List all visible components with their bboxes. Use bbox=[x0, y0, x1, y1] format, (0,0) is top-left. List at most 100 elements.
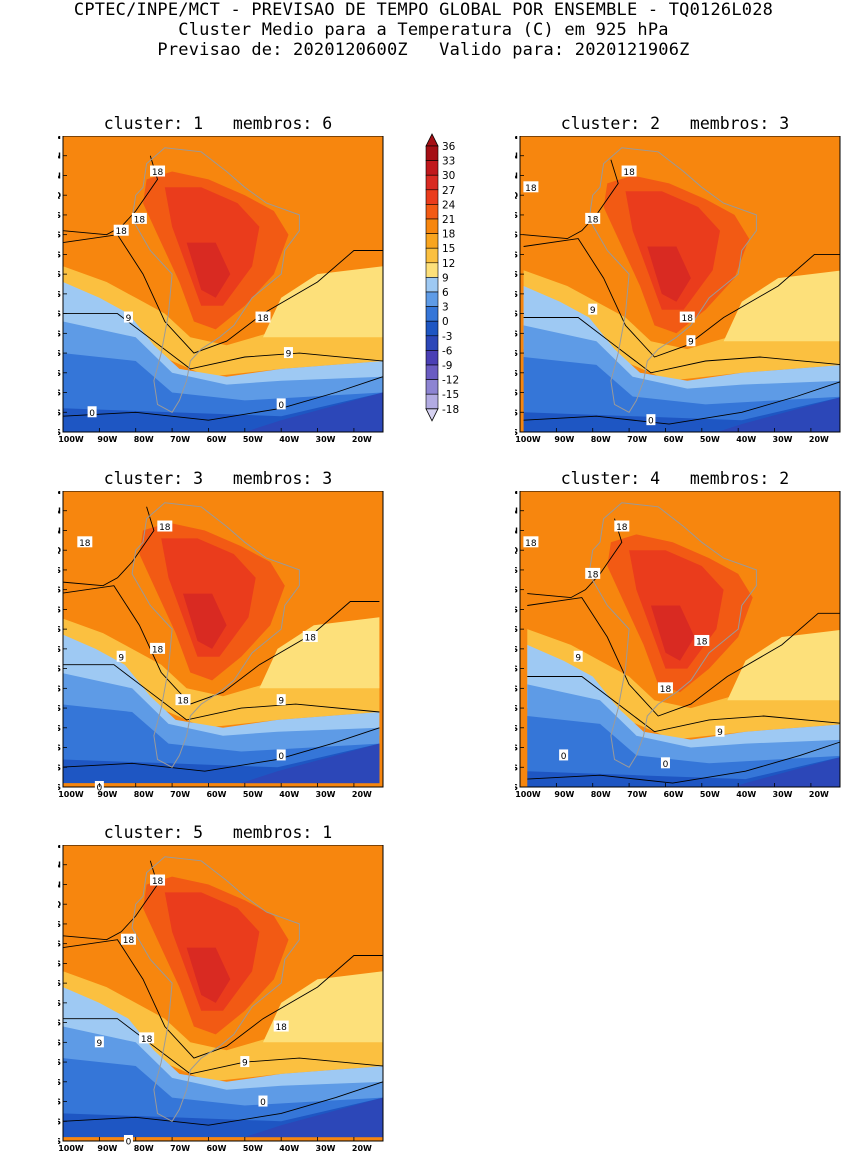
lat-tick-label: 60S bbox=[58, 428, 61, 437]
lon-tick-label: 60W bbox=[663, 435, 683, 444]
contour-label: 18 bbox=[152, 645, 164, 655]
lat-tick-label: 10N bbox=[58, 861, 61, 870]
temperature-band bbox=[647, 246, 691, 302]
contour-label-bg bbox=[150, 165, 166, 177]
lat-tick-label: 5N bbox=[58, 171, 61, 180]
isotherm-line bbox=[63, 1018, 383, 1075]
map-plot: 18 18 18 18 18 9 9 0 0 15N 10N 5N EQ 5S 10S 15S 20S 25S 30… bbox=[515, 491, 841, 799]
lat-tick-label: 60S bbox=[58, 783, 61, 792]
lat-tick-label: 50S bbox=[58, 389, 61, 398]
contour-label-bg bbox=[276, 749, 286, 761]
contour-label: 18 bbox=[623, 168, 635, 178]
temperature-band bbox=[63, 704, 380, 776]
contour-label: 9 bbox=[688, 338, 694, 348]
isotherm-line bbox=[63, 727, 380, 772]
contour-label: 9 bbox=[126, 314, 132, 324]
lon-tick-label: 70W bbox=[170, 1144, 190, 1153]
colorbar-segment bbox=[425, 306, 439, 322]
lat-tick-label: 20S bbox=[515, 270, 518, 279]
lat-tick-label: 40S bbox=[515, 704, 518, 713]
lon-tick-label: 60W bbox=[663, 790, 683, 799]
lat-tick-label: 20S bbox=[515, 625, 518, 634]
temperature-band bbox=[183, 593, 227, 649]
lon-tick-label: 90W bbox=[554, 435, 574, 444]
lon-tick-label: 80W bbox=[591, 790, 611, 799]
colorbar-segment bbox=[425, 174, 439, 191]
colorbar-segment bbox=[425, 145, 439, 161]
colorbar-segment bbox=[425, 233, 439, 249]
map-panel-cluster-4: cluster: 4 membros: 2 1818181818990015N1… bbox=[515, 469, 845, 811]
colorbar-label: -15 bbox=[442, 389, 459, 401]
lat-tick-label: 15N bbox=[58, 491, 61, 496]
lat-tick-label: 60S bbox=[58, 1137, 61, 1146]
lon-tick-label: 70W bbox=[170, 435, 190, 444]
lat-tick-label: 50S bbox=[58, 744, 61, 753]
colorbar-label: 21 bbox=[442, 214, 455, 226]
contour-label: 18 bbox=[257, 314, 269, 324]
lat-tick-label: 40S bbox=[58, 349, 61, 358]
lat-tick-label: 45S bbox=[515, 724, 518, 733]
contour-label: 18 bbox=[696, 637, 708, 647]
lat-tick-label: 25S bbox=[58, 999, 61, 1008]
temperature-band bbox=[650, 605, 695, 661]
contour-label: 18 bbox=[305, 634, 317, 644]
lon-tick-label: 30W bbox=[316, 790, 336, 799]
contour-label-bg bbox=[621, 165, 637, 177]
contour-label: 0 bbox=[561, 752, 567, 762]
lat-tick-label: 55S bbox=[515, 763, 518, 772]
colorbar-segment bbox=[425, 277, 439, 293]
contour-label-bg bbox=[94, 1036, 104, 1048]
map-frame bbox=[62, 845, 384, 1142]
isotherm-line bbox=[63, 234, 383, 354]
lon-tick-label: 20W bbox=[352, 790, 372, 799]
colorbar-label: -6 bbox=[442, 345, 453, 357]
contour-label-bg bbox=[113, 224, 129, 236]
lat-tick-label: 15S bbox=[58, 250, 61, 259]
lon-tick-label: 70W bbox=[170, 790, 190, 799]
lat-tick-label: 45S bbox=[58, 369, 61, 378]
colorbar-arrow-top bbox=[425, 133, 439, 147]
lat-tick-label: 30S bbox=[515, 665, 518, 674]
contour-label-bg bbox=[157, 520, 173, 532]
lat-tick-label: 60S bbox=[515, 783, 518, 792]
contour-label-bg bbox=[116, 650, 126, 662]
lon-tick-label: 40W bbox=[736, 435, 756, 444]
contour-label-bg bbox=[573, 650, 583, 662]
contour-label: 18 bbox=[123, 936, 135, 946]
contour-label-bg bbox=[273, 1020, 289, 1032]
contour-label-bg bbox=[120, 933, 136, 945]
contour-label-bg bbox=[523, 181, 539, 193]
contour-label-bg bbox=[123, 311, 133, 323]
lat-tick-label: EQ bbox=[515, 546, 518, 555]
map-frame bbox=[62, 491, 384, 788]
lat-tick-label: 15S bbox=[515, 250, 518, 259]
contour-label: 18 bbox=[79, 539, 91, 549]
lon-tick-label: 20W bbox=[352, 435, 372, 444]
lat-tick-label: 15S bbox=[58, 605, 61, 614]
contour-label: 0 bbox=[648, 417, 654, 427]
colorbar-segment bbox=[425, 204, 439, 220]
lat-tick-label: 15N bbox=[58, 845, 61, 850]
lat-tick-label: EQ bbox=[58, 546, 61, 555]
lat-tick-label: 55S bbox=[58, 408, 61, 417]
colorbar-label: 36 bbox=[442, 141, 456, 153]
lon-tick-label: 50W bbox=[243, 790, 263, 799]
lat-tick-label: 25S bbox=[515, 290, 518, 299]
temperature-band bbox=[263, 971, 383, 1043]
contour-label-bg bbox=[139, 1032, 155, 1044]
contour-label: 18 bbox=[587, 570, 599, 580]
temperature-band bbox=[63, 1058, 383, 1130]
temperature-band bbox=[727, 629, 840, 701]
temperature-band bbox=[723, 270, 840, 342]
lon-tick-label: 50W bbox=[243, 435, 263, 444]
contour-label-bg bbox=[679, 311, 695, 323]
colorbar-label: 15 bbox=[442, 243, 455, 255]
temperature-band bbox=[717, 397, 840, 432]
panel-title: cluster: 3 membros: 3 bbox=[103, 469, 333, 488]
lat-tick-label: 45S bbox=[515, 369, 518, 378]
lat-tick-label: EQ bbox=[58, 191, 61, 200]
lat-tick-label: 10S bbox=[58, 940, 61, 949]
isotherm-line bbox=[527, 518, 623, 599]
coastline bbox=[588, 502, 757, 768]
contour-label-bg bbox=[559, 749, 569, 761]
